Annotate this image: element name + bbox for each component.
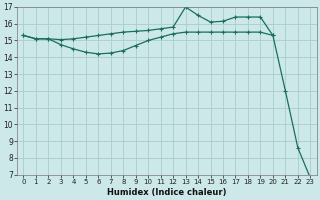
X-axis label: Humidex (Indice chaleur): Humidex (Indice chaleur) (107, 188, 227, 197)
